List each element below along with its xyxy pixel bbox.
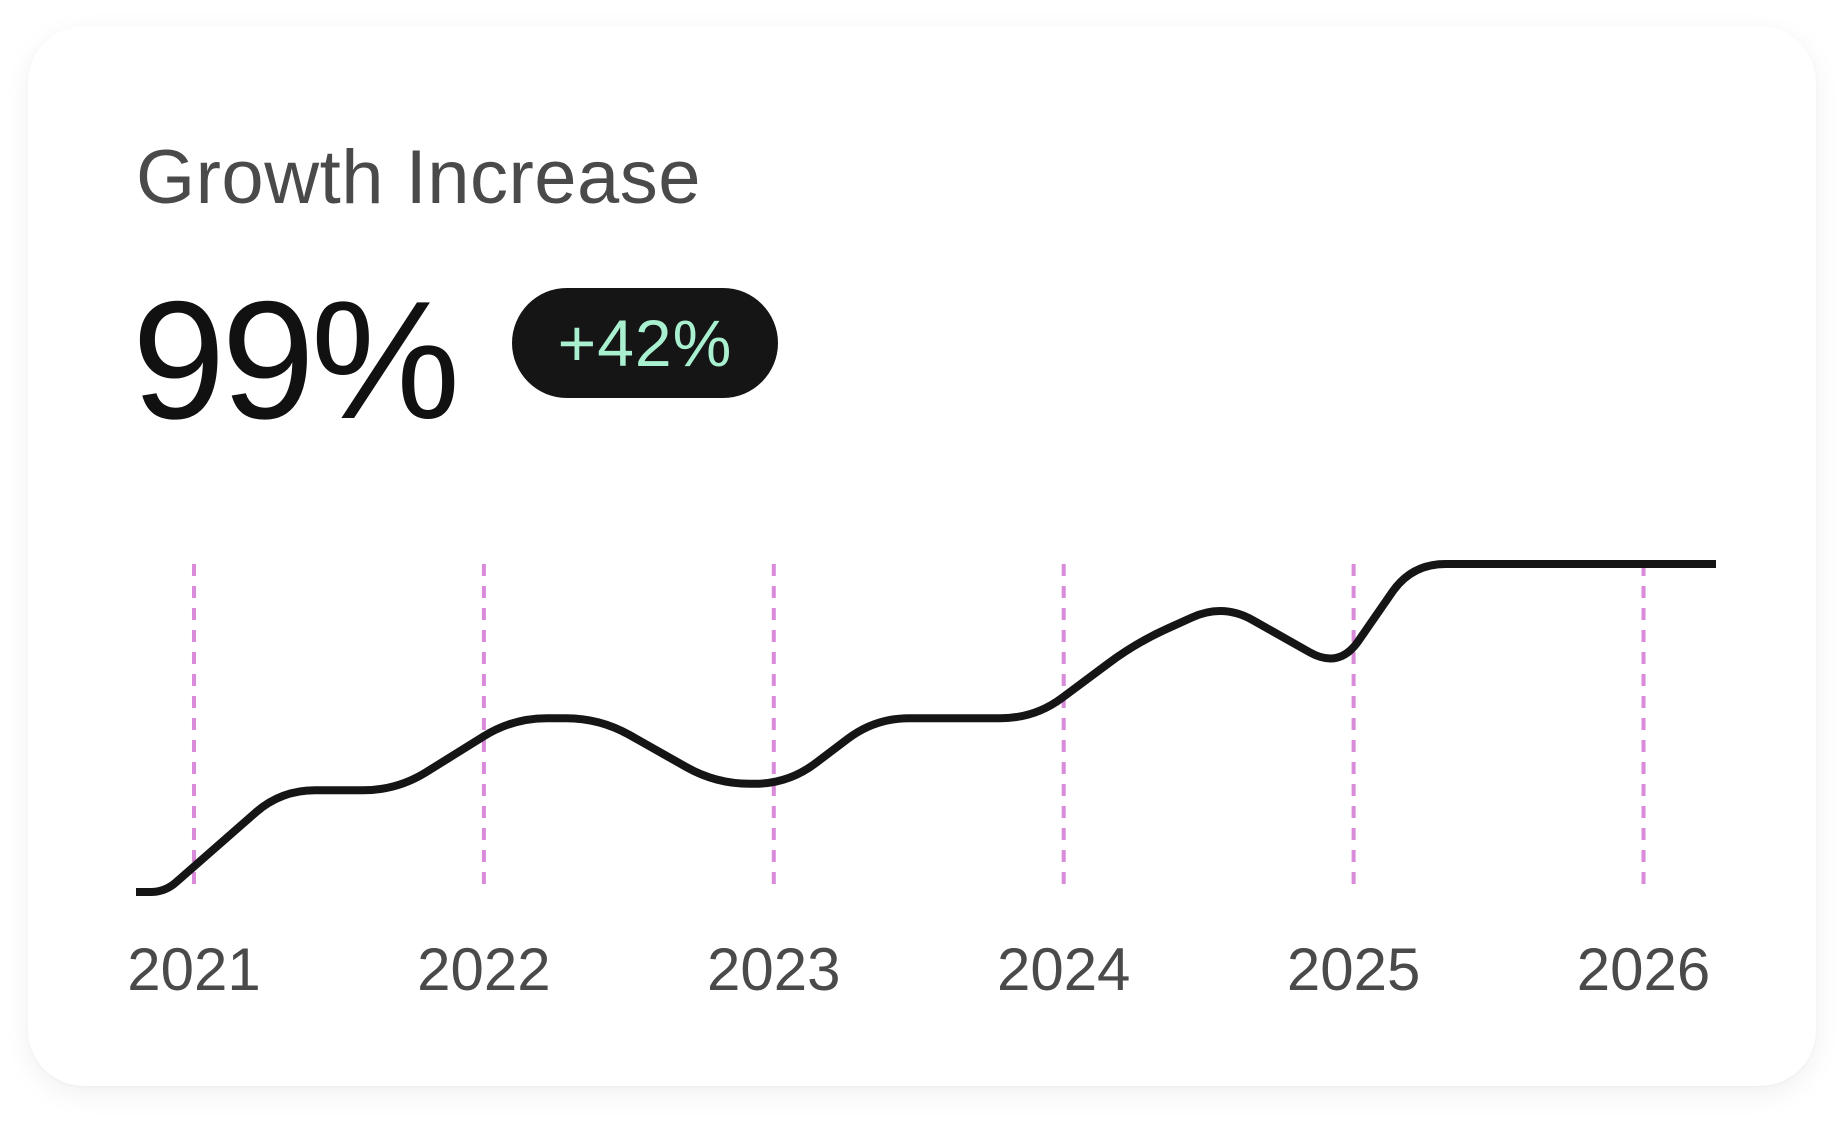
x-tick-label-2025: 2025 [1287,936,1420,1003]
grid-lines [191,564,1646,892]
series-lines [136,559,1716,896]
card-title: Growth Increase [136,135,702,220]
growth-card: Growth Increase 99% +42% [28,26,1816,1086]
change-badge-label: +42% [557,306,733,380]
x-axis-ticks: 2021 2022 2023 2024 2025 2026 [127,936,1710,1003]
x-tick-label-2021: 2021 [127,936,260,1003]
x-tick-label-2023: 2023 [707,936,840,1003]
x-tick-label-2024: 2024 [997,936,1130,1003]
series-line-0 [136,559,1716,896]
x-tick-label-2022: 2022 [417,936,550,1003]
change-badge: +42% [512,288,778,398]
growth-value: 99% [132,266,460,454]
x-tick-label-2026: 2026 [1577,936,1710,1003]
